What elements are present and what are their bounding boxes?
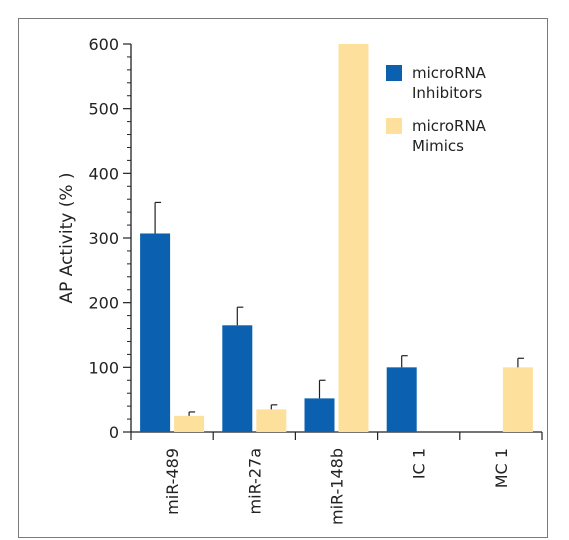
chart-legend: microRNA Inhibitors microRNA Mimics [386,64,487,155]
legend-swatch [386,118,402,134]
legend-swatch [386,65,402,81]
y-tick-label: 600 [88,35,119,54]
y-tick-label: 200 [88,294,119,313]
chart-bars [140,44,533,432]
legend-label: microRNA [412,64,487,82]
y-tick-label: 300 [88,229,119,248]
x-tick-label: miR-489 [163,448,182,515]
bar [140,233,171,432]
x-tick-label: IC 1 [410,448,429,479]
y-tick-label: 400 [88,164,119,183]
bar [256,409,287,432]
y-axis-label: AP Activity (% ) [57,172,77,303]
bar [304,398,335,432]
x-tick-label: miR-148b [328,448,347,525]
legend-label: microRNA [412,117,487,135]
y-tick-label: 100 [88,358,119,377]
chart-frame [18,18,548,538]
x-tick-label: MC 1 [492,448,511,488]
bar [502,367,533,432]
bar [174,415,205,432]
x-tick-label: miR-27a [245,448,264,514]
y-tick-label: 500 [88,100,119,119]
bar [338,44,369,432]
bar [386,367,417,432]
legend-label: Mimics [412,137,464,155]
y-tick-label: 0 [109,423,119,442]
legend-label: Inhibitors [412,84,483,102]
bar [222,325,253,432]
